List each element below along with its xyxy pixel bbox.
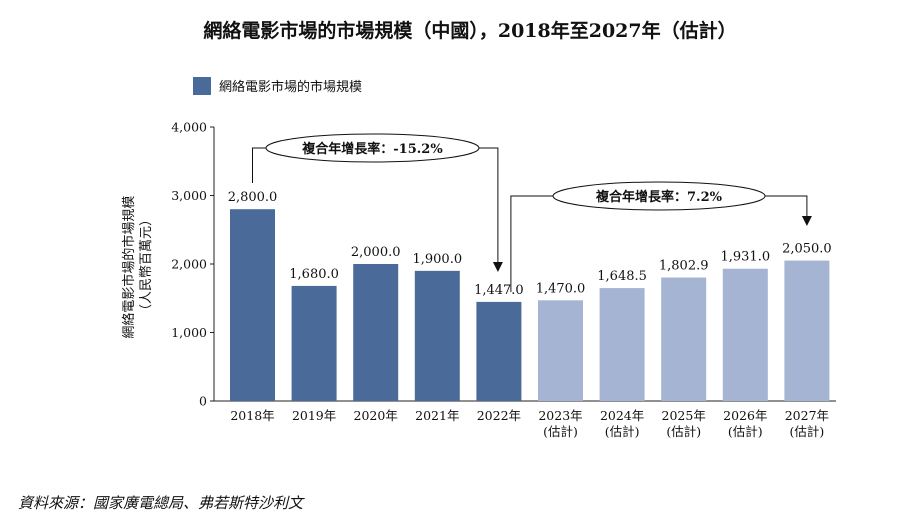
legend-label: 網絡電影市場的市場規模 [219,79,362,95]
data-label: 1,470.0 [536,281,586,296]
bar [661,277,707,401]
data-label: 1,931.0 [720,250,770,265]
bar [476,301,522,401]
x-tick-label: 2024年(估計) [600,408,644,439]
chart-title: 網絡電影市場的市場規模（中國），2018年至2027年（估計） [203,19,736,42]
legend-swatch [193,77,211,95]
arrow-head [492,262,503,272]
bar [353,264,399,401]
y-tick-label: 4,000 [171,120,207,135]
x-tick-label: 2019年 [292,408,336,423]
x-tick-label: 2026年(估計) [723,408,767,439]
source-note: 資料來源：國家廣電總局、弗若斯特沙利文 [18,494,305,512]
y-axis-label: 網絡電影市場的市場規模 （人民幣百萬元） [121,191,154,338]
bar [784,260,830,401]
data-label: 1,648.5 [597,269,647,284]
data-label: 1,680.0 [289,267,339,282]
cagr-connector-left [252,147,266,183]
data-label: 1,900.0 [412,252,462,267]
data-label: 1,802.9 [659,259,709,274]
y-axis-label-line1: 網絡電影市場的市場規模 [121,196,137,339]
bar [722,268,768,401]
cagr-ellipse [552,181,766,211]
y-tick-label: 1,000 [171,325,207,340]
x-tick-label: 2018年 [230,408,274,423]
bar [230,209,275,401]
data-label: 2,050.0 [782,242,832,257]
x-tick-label: 2027年(估計) [785,408,829,439]
cagr-label: 複合年增長率：-15.2% [301,141,443,157]
x-tick-label: 2022年 [477,408,521,423]
arrow-head [801,216,812,226]
cagr-connector-right [479,147,499,262]
y-tick-label: 3,000 [171,188,207,203]
x-tick-label: 2023年(估計) [538,408,582,439]
x-tick-label: 2025年(估計) [662,408,706,439]
cagr-label: 複合年增長率：7.2% [595,189,723,205]
y-axis-label-line2: （人民幣百萬元） [139,213,154,317]
y-tick-label: 2,000 [171,257,207,272]
bar [538,300,583,401]
bar [291,285,337,401]
cagr-ellipse [265,133,480,163]
y-tick-label: 0 [199,394,207,409]
cagr-connector-right [765,195,808,216]
bar [414,270,460,401]
cagr-connector-left [510,195,553,292]
data-label: 2,000.0 [351,245,401,260]
data-label: 1,447.0 [474,283,524,298]
x-tick-label: 2021年 [415,408,459,423]
bar [599,288,645,401]
x-tick-label: 2020年 [354,408,398,423]
data-label: 2,800.0 [228,190,278,205]
